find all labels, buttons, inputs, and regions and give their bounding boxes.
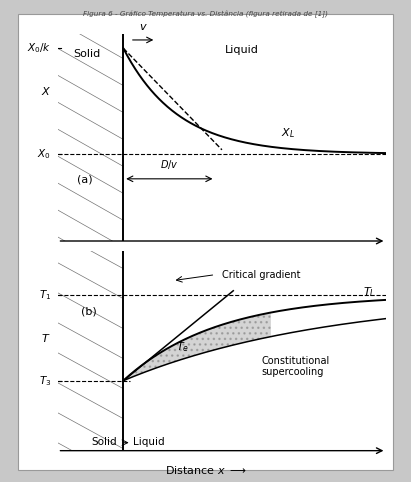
Text: $X$: $X$ xyxy=(41,85,51,97)
Text: $T_e$: $T_e$ xyxy=(176,340,189,354)
Text: Figura 6 - Gráfico Temperatura vs. Distância (figura retirada de [1]): Figura 6 - Gráfico Temperatura vs. Distâ… xyxy=(83,11,328,18)
Text: Constitutional
supercooling: Constitutional supercooling xyxy=(261,356,330,377)
Text: $X_L$: $X_L$ xyxy=(281,126,295,140)
Text: Solid: Solid xyxy=(91,437,117,447)
Text: $T_3$: $T_3$ xyxy=(39,374,51,388)
Text: $T$: $T$ xyxy=(42,332,51,344)
Text: Distance $x$ $\longrightarrow$: Distance $x$ $\longrightarrow$ xyxy=(164,464,247,476)
Text: Liquid: Liquid xyxy=(133,437,165,447)
Text: (b): (b) xyxy=(81,307,96,317)
Text: $T_L$: $T_L$ xyxy=(363,285,376,299)
Text: $X_0$: $X_0$ xyxy=(37,147,51,161)
Text: Liquid: Liquid xyxy=(225,45,259,55)
Text: $T_1$: $T_1$ xyxy=(39,288,51,302)
Text: $X_0/k$: $X_0/k$ xyxy=(27,41,51,55)
Text: $v$: $v$ xyxy=(139,22,148,32)
Text: Solid: Solid xyxy=(74,50,101,59)
Text: $D/v$: $D/v$ xyxy=(160,158,179,171)
Text: Critical gradient: Critical gradient xyxy=(222,269,300,280)
Text: (a): (a) xyxy=(77,175,93,185)
